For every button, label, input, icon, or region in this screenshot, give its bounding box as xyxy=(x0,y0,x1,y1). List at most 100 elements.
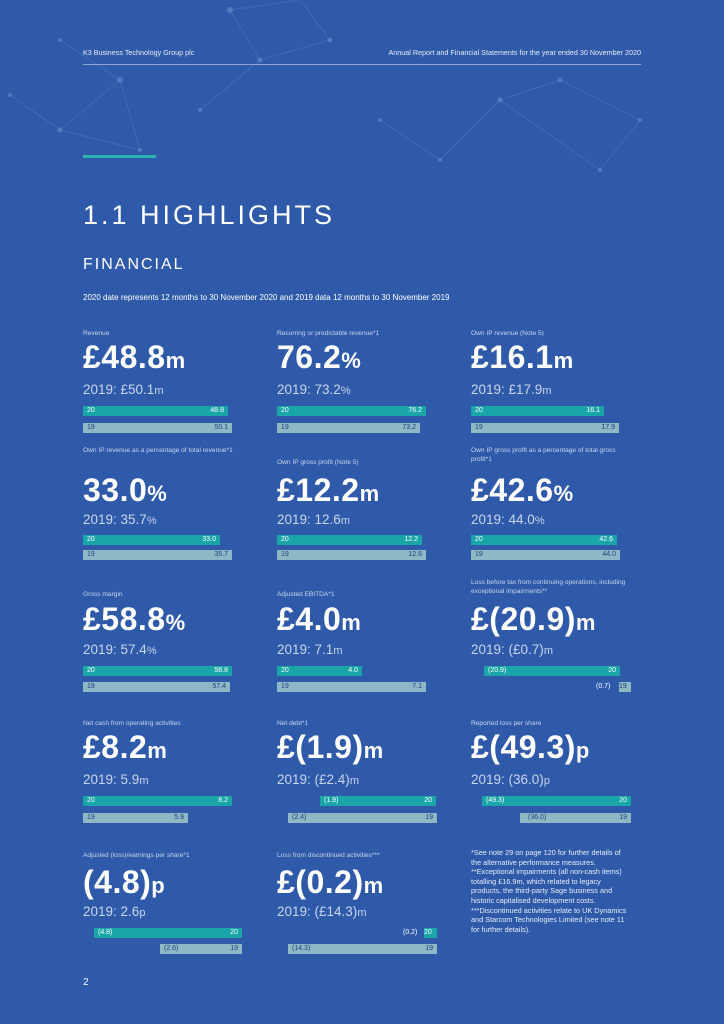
bar-value: 4.0 xyxy=(348,667,358,674)
bar-value: (4.8) xyxy=(98,929,113,936)
kpi-value-number: £(1.9) xyxy=(277,729,364,765)
bar-year: 19 xyxy=(475,551,483,558)
kpi-own-ip-gross-profit: Own IP gross profit (Note 5) £12.2m 2019… xyxy=(277,446,437,566)
bar-current: 20 76.2 xyxy=(277,406,426,416)
kpi-prior-number: 2019: 44.0 xyxy=(471,512,535,527)
kpi-label: Net debt*1 xyxy=(277,720,309,727)
kpi-value: £42.6% xyxy=(471,472,574,509)
bar-year: 20 xyxy=(87,536,95,543)
kpi-prior-number: 2019: 73.2 xyxy=(277,382,341,397)
kpi-value: £58.8% xyxy=(83,601,186,638)
bar-year: 19 xyxy=(87,424,95,431)
kpi-prior-unit: % xyxy=(146,645,157,657)
kpi-value: £48.8m xyxy=(83,339,186,376)
bar-year: 19 xyxy=(619,814,627,821)
kpi-value-unit: p xyxy=(575,738,590,763)
section-subtitle: FINANCIAL xyxy=(83,256,185,273)
bar-year: 19 xyxy=(87,683,95,690)
kpi-value-unit: % xyxy=(553,481,574,506)
bar-year: 19 xyxy=(475,424,483,431)
bar-value: 73.2 xyxy=(402,424,416,431)
kpi-prior: 2019: (£2.4)m xyxy=(277,772,359,787)
kpi-value: £8.2m xyxy=(83,729,167,766)
kpi-value-number: £(49.3) xyxy=(471,729,576,765)
kpi-value-unit: % xyxy=(165,610,186,635)
header-divider xyxy=(83,64,641,65)
kpi-value-number: £(20.9) xyxy=(471,601,576,637)
kpi-prior-number: 2019: (£14.3) xyxy=(277,904,358,919)
kpi-value: £(1.9)m xyxy=(277,729,384,766)
bar-value: 12.2 xyxy=(404,536,418,543)
kpi-label: Reported loss per share xyxy=(471,720,542,727)
kpi-label: Loss from discontinued activities*** xyxy=(277,852,380,859)
kpi-value-number: (4.8) xyxy=(83,864,152,900)
bar-value: (2.4) xyxy=(292,814,307,821)
bar-current: 20 xyxy=(424,928,437,938)
kpi-value-unit: m xyxy=(359,481,380,506)
bar-year: 19 xyxy=(619,683,627,690)
kpi-reported-loss-per-share: Reported loss per share £(49.3)p 2019: (… xyxy=(471,719,631,839)
kpi-value-number: £48.8 xyxy=(83,339,166,375)
bar-value: 48.8 xyxy=(210,407,224,414)
bar-value: (0.7) xyxy=(596,683,611,690)
bar-year: 19 xyxy=(281,551,289,558)
bar-current: 20 33.0 xyxy=(83,535,220,545)
bar-year: 20 xyxy=(619,797,627,804)
bar-prior: (14.3) 19 xyxy=(288,944,437,954)
bar-value: 12.6 xyxy=(408,551,422,558)
bar-current: 20 12.2 xyxy=(277,535,422,545)
kpi-net-cash: Net cash from operating activities £8.2m… xyxy=(83,719,243,839)
kpi-prior-unit: m xyxy=(542,385,552,397)
kpi-value: £4.0m xyxy=(277,601,361,638)
kpi-own-ip-gross-profit-pct: Own IP gross profit as a percentage of t… xyxy=(471,446,631,566)
kpi-discontinued-loss: Loss from discontinued activities*** £(0… xyxy=(277,851,437,971)
kpi-value: £(0.2)m xyxy=(277,864,384,901)
bar-value: 7.1 xyxy=(412,683,422,690)
kpi-value-number: 33.0 xyxy=(83,472,148,508)
footnote-apm: *See note 29 on page 120 for further det… xyxy=(471,848,621,867)
bar-prior: (2.4) 19 xyxy=(288,813,437,823)
kpi-label: Adjusted EBITDA*1 xyxy=(277,591,335,598)
kpi-value-number: £12.2 xyxy=(277,472,360,508)
period-note: 2020 date represents 12 months to 30 Nov… xyxy=(83,293,450,302)
kpi-prior-unit: m xyxy=(154,385,164,397)
network-background xyxy=(8,0,642,172)
kpi-prior-number: 2019: 2.6 xyxy=(83,904,140,919)
header-report-title: Annual Report and Financial Statements f… xyxy=(388,48,641,57)
bar-prior: 19 35.7 xyxy=(83,550,232,560)
kpi-prior: 2019: £17.9m xyxy=(471,382,552,397)
bar-current: (49.3) 20 xyxy=(482,796,631,806)
bar-value: 33.0 xyxy=(202,536,216,543)
kpi-prior-number: 2019: 7.1 xyxy=(277,642,334,657)
kpi-value-unit: m xyxy=(165,348,186,373)
kpi-value-number: 76.2 xyxy=(277,339,342,375)
kpi-value-unit: m xyxy=(575,610,596,635)
kpi-value: £12.2m xyxy=(277,472,380,509)
kpi-value: 33.0% xyxy=(83,472,167,509)
kpi-adjusted-ebitda: Adjusted EBITDA*1 £4.0m 2019: 7.1m 20 4.0… xyxy=(277,578,437,698)
bar-year: 20 xyxy=(281,536,289,543)
kpi-label: Own IP revenue as a percentage of total … xyxy=(83,447,233,454)
bar-value: 76.2 xyxy=(408,407,422,414)
kpi-prior: 2019: £50.1m xyxy=(83,382,164,397)
bar-year: 20 xyxy=(87,667,95,674)
kpi-prior-unit: m xyxy=(349,775,359,787)
kpi-label: Gross margin xyxy=(83,591,123,598)
kpi-prior: 2019: 7.1m xyxy=(277,642,342,657)
kpi-prior: 2019: 57.4% xyxy=(83,642,157,657)
kpi-prior-unit: m xyxy=(333,645,343,657)
bar-prior: 19 12.6 xyxy=(277,550,426,560)
kpi-prior-number: 2019: 5.9 xyxy=(83,772,140,787)
bar-prior: 19 50.1 xyxy=(83,423,232,433)
kpi-value: (4.8)p xyxy=(83,864,165,901)
bar-value: 44.0 xyxy=(602,551,616,558)
kpi-value-number: £4.0 xyxy=(277,601,342,637)
header-company: K3 Business Technology Group plc xyxy=(83,48,195,57)
bar-current: (1.9) 20 xyxy=(320,796,436,806)
bar-current: (4.8) 20 xyxy=(94,928,242,938)
kpi-prior: 2019: 35.7% xyxy=(83,512,157,527)
bar-value: 35.7 xyxy=(214,551,228,558)
bar-prior: 19 44.0 xyxy=(471,550,620,560)
kpi-prior-unit: m xyxy=(139,775,149,787)
kpi-prior-number: 2019: 57.4 xyxy=(83,642,147,657)
